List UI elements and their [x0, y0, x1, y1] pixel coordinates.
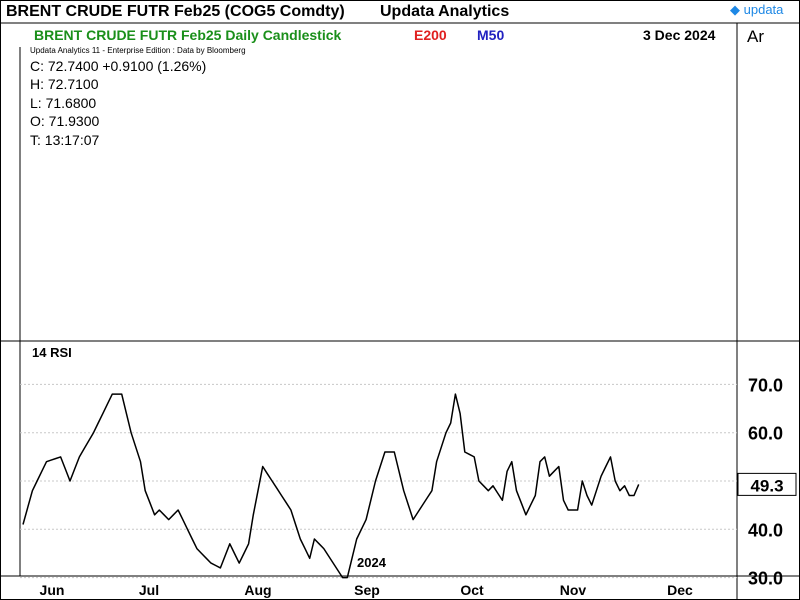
ohlc-open: O: 71.9300	[30, 113, 100, 129]
rsi-line	[22, 393, 640, 579]
rsi-current-badge	[737, 472, 797, 496]
x-month-label: Nov	[560, 582, 587, 598]
rsi-current-label: 49.3	[750, 476, 783, 495]
data-credit: Updata Analytics 11 - Enterprise Edition…	[30, 46, 246, 55]
ohlc-close: C: 72.7400 +0.9100 (1.26%)	[30, 58, 207, 74]
legend-m50: M50	[477, 27, 505, 43]
legend-e200: E200	[414, 27, 447, 43]
ohlc-low: L: 71.6800	[30, 95, 97, 111]
year-label: 2024	[357, 555, 386, 570]
chart-header-title: BRENT CRUDE FUTR Feb25 (COG5 Comdty)	[6, 3, 345, 20]
x-month-label: Jul	[139, 582, 159, 598]
rsi-tick-label: 30.0	[748, 569, 783, 589]
rsi-tick-label: 60.0	[748, 424, 783, 444]
ohlc-time: T: 13:17:07	[30, 132, 100, 148]
rsi-tick-label: 70.0	[748, 375, 783, 395]
rsi-tick-label: 40.0	[748, 520, 783, 540]
x-month-label: Sep	[354, 582, 380, 598]
rsi-title: 14 RSI	[32, 345, 72, 360]
chart-subtitle: BRENT CRUDE FUTR Feb25 Daily Candlestick	[34, 27, 342, 43]
x-month-label: Dec	[667, 582, 693, 598]
logo-icon: ◆	[730, 2, 740, 17]
updata-logo: ◆ updata	[730, 2, 783, 18]
ohlc-high: H: 72.7100	[30, 76, 99, 92]
x-month-label: Jun	[40, 582, 65, 598]
corner-label: Ar	[747, 27, 764, 46]
chart-date: 3 Dec 2024	[643, 27, 716, 43]
logo-text: updata	[743, 2, 784, 17]
company-name: Updata Analytics	[380, 3, 510, 20]
x-month-label: Aug	[244, 582, 271, 598]
x-month-label: Oct	[460, 582, 484, 598]
